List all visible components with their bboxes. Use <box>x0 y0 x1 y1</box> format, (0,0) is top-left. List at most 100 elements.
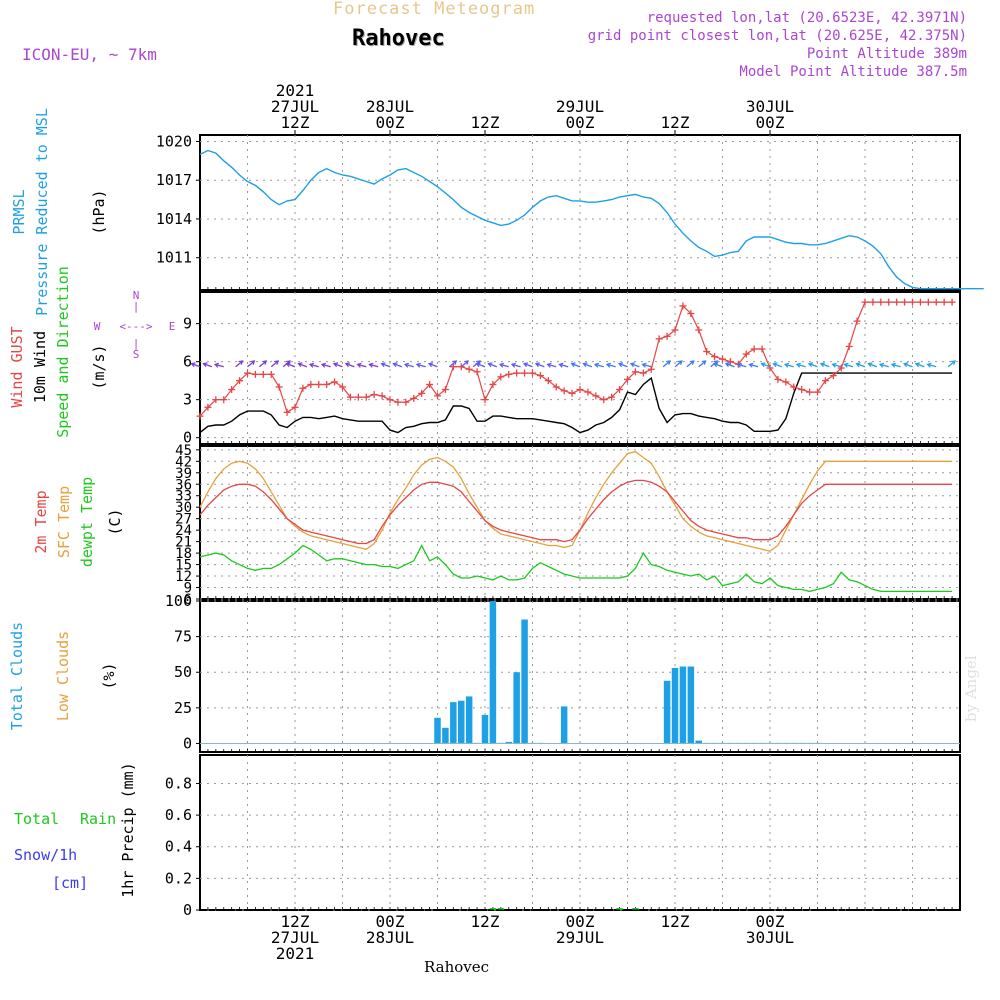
wind-direction-arrow <box>571 363 581 368</box>
temp-label-dew: dewpt Temp <box>78 477 96 567</box>
top-time-label: 27JUL <box>271 97 319 116</box>
header-subtitle: Forecast Meteogram <box>333 0 536 19</box>
bottom-time-label: 00Z <box>566 912 595 931</box>
wind-direction-arrow-head <box>712 362 719 368</box>
wind-direction-arrow <box>333 363 343 368</box>
wind-direction-arrow <box>891 363 901 368</box>
wind-direction-arrow-head <box>950 360 956 365</box>
wind-direction-arrow-head <box>914 362 920 368</box>
compass-north: N <box>133 289 140 302</box>
bottom-time-label: 12Z <box>661 912 690 931</box>
cloud-bar <box>489 601 497 744</box>
cloud-bar <box>521 619 528 744</box>
wind-direction-arrow <box>499 363 509 368</box>
wind-direction-arrow <box>844 363 854 368</box>
wind-direction-arrow <box>947 360 956 368</box>
temp-label-2m: 2m Temp <box>32 490 50 553</box>
cloud-bar <box>671 667 679 744</box>
clouds-ytick-label: 50 <box>174 663 192 681</box>
top-time-label: 00Z <box>756 113 785 132</box>
top-time-label: 12Z <box>281 113 310 132</box>
temperature-ytick-label: 12 <box>175 569 192 585</box>
wind-direction-arrow <box>416 363 426 368</box>
clouds-ytick-label: 25 <box>174 699 192 717</box>
bottom-time-label: 28JUL <box>366 928 414 947</box>
wind-ytick-label: 0 <box>183 429 192 447</box>
wind-direction-arrow-head <box>748 362 754 368</box>
temp-unit-label: (C) <box>106 508 124 535</box>
wind-direction-arrow <box>321 363 331 368</box>
pressure-label-prmsl: PRMSL <box>10 189 28 234</box>
bottom-time-label: 2021 <box>276 944 315 963</box>
cloud-bar <box>434 717 441 744</box>
wind-direction-arrow-head <box>308 362 315 368</box>
bottom-time-label: 30JUL <box>746 928 794 947</box>
wind-direction-arrow-head <box>285 362 291 368</box>
wind-direction-arrow-head <box>546 362 552 368</box>
wind-direction-arrow <box>915 363 925 368</box>
pressure-ytick-label: 1011 <box>156 249 192 267</box>
footer-location: Rahovec <box>424 958 490 976</box>
wind-direction-arrow-head <box>475 362 481 368</box>
wind-direction-arrow <box>298 363 308 368</box>
wind-direction-arrow <box>369 363 379 368</box>
wind-direction-arrow <box>820 363 830 368</box>
precip-label-snow: Snow/1h <box>14 846 77 864</box>
wind-direction-arrow-head <box>582 362 588 368</box>
wind-direction-arrow <box>725 363 735 368</box>
precip-bar <box>497 908 505 910</box>
precip-bar <box>632 908 639 910</box>
temperature-ytick-label: 36 <box>175 477 192 493</box>
cloud-bar <box>505 741 512 744</box>
wind-direction-arrow <box>511 363 521 368</box>
wind-direction-arrow <box>235 360 243 368</box>
cloud-bar <box>695 740 702 744</box>
compass-west: W <box>94 320 101 333</box>
wind-direction-arrow-head <box>534 362 540 368</box>
top-time-label: 2021 <box>276 81 315 100</box>
cloud-bar <box>687 666 695 744</box>
wind-direction-arrow-head <box>202 362 208 368</box>
wind-direction-arrow-head <box>677 360 683 365</box>
temperature-ytick-label: 30 <box>175 500 192 516</box>
wind-ytick-label: 9 <box>183 315 192 333</box>
wind-direction-arrow <box>523 363 533 368</box>
precip-ytick-label: 0 <box>183 901 192 919</box>
pressure-ytick-label: 1020 <box>156 132 192 150</box>
wind-direction-arrow-head <box>926 362 932 368</box>
wind-direction-arrow <box>761 363 771 368</box>
wind-direction-arrow <box>191 363 201 368</box>
wind-direction-arrow <box>903 363 913 368</box>
wind-direction-arrow-head <box>689 360 695 365</box>
precip-label-total: Total <box>14 810 59 828</box>
model-label: ICON-EU, ~ 7km <box>22 45 157 64</box>
pressure-unit-label: (hPa) <box>90 189 108 234</box>
wind-direction-arrow <box>856 363 866 368</box>
cloud-unit-label: (%) <box>100 662 118 689</box>
wind-direction-arrow <box>214 363 224 368</box>
cloud-bar <box>458 700 465 744</box>
wind-direction-arrow <box>583 363 593 368</box>
wind-direction-arrow-head <box>250 360 256 365</box>
wind-direction-arrow-head <box>487 362 493 368</box>
t2m-line <box>199 479 953 545</box>
wind-direction-arrow-head <box>297 362 303 368</box>
wind-direction-arrow-head <box>332 362 339 368</box>
wind-direction-arrow-head <box>855 362 861 368</box>
compass-ns-upper: | <box>133 300 140 313</box>
clouds-ytick-label: 0 <box>183 734 192 752</box>
point-altitude: Point Altitude 389m <box>806 46 967 62</box>
wind-direction-arrow-head <box>665 360 671 365</box>
top-time-label: 28JUL <box>366 97 414 116</box>
wind-direction-arrow-head <box>380 362 386 368</box>
cloud-bar <box>513 672 520 744</box>
wind-direction-arrow <box>674 360 683 368</box>
wind-direction-arrow <box>832 363 842 368</box>
wind-direction-arrow-head <box>320 362 326 368</box>
temperature-ytick-label: 21 <box>175 535 192 551</box>
precip-bar <box>489 908 497 910</box>
wind-direction-arrow-head <box>760 362 766 368</box>
wind-direction-arrow-head <box>356 362 362 368</box>
wind-ytick-label: 6 <box>183 353 192 371</box>
wind-direction-arrow <box>247 360 255 368</box>
